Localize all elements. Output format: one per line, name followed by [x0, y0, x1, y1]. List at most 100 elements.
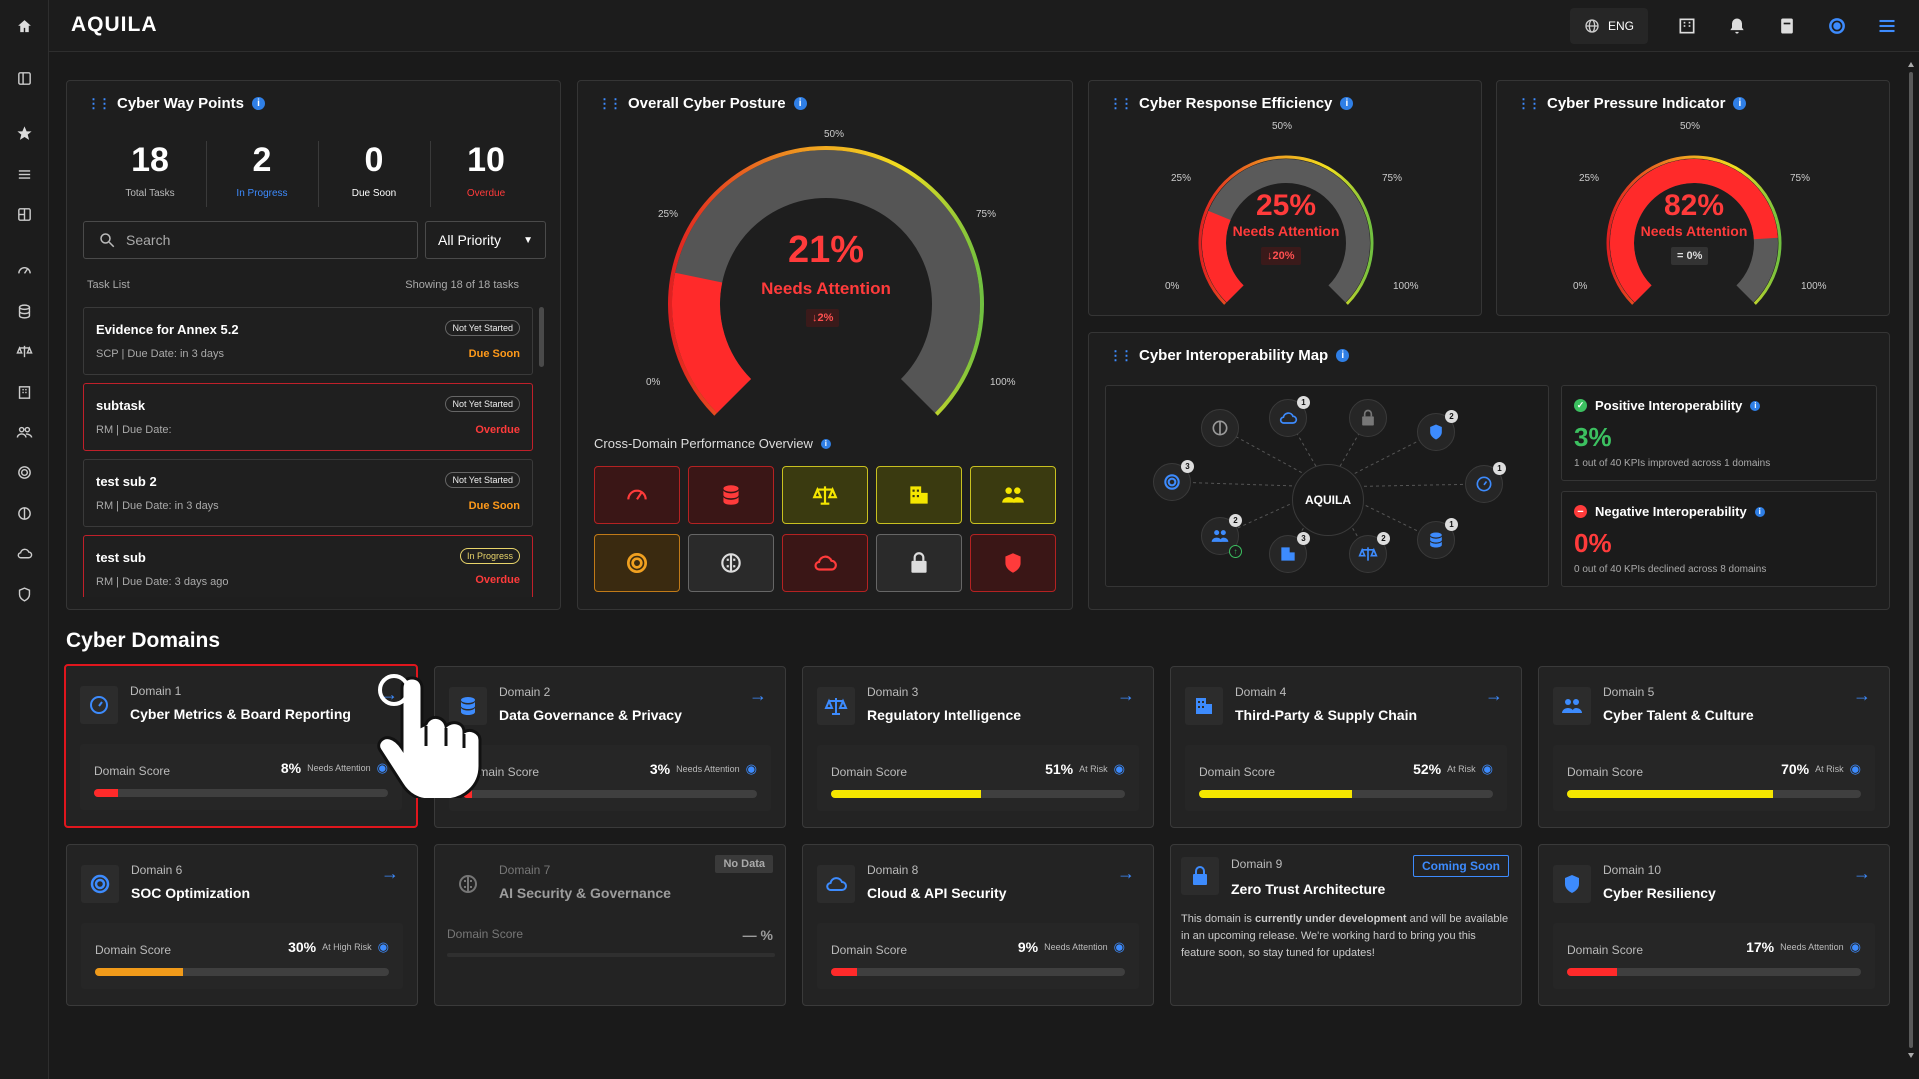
info-icon[interactable]: i [793, 97, 807, 110]
star-icon[interactable] [12, 121, 36, 145]
drag-handle-icon[interactable]: ⋮⋮ [1517, 95, 1541, 111]
logo[interactable]: AQUILA [71, 13, 158, 36]
people-icon[interactable] [12, 420, 36, 444]
gauge-icon[interactable] [12, 258, 36, 282]
map-node-building[interactable]: 3 [1269, 532, 1310, 573]
drag-handle-icon[interactable]: ⋮⋮ [1109, 347, 1133, 363]
status-badge: Not Yet Started [445, 396, 520, 412]
domain-card-6[interactable]: Domain 6 SOC Optimization → Domain Score 30%… [66, 844, 418, 1006]
domain-card-8[interactable]: Domain 8 Cloud & API Security → Domain Scor… [802, 844, 1154, 1006]
menu-list-icon[interactable] [12, 162, 36, 186]
map-node-brain[interactable] [1201, 409, 1239, 447]
page-scrollbar[interactable] [1907, 60, 1915, 1060]
eye-icon[interactable]: ◉ [1113, 939, 1125, 954]
eye-icon[interactable]: ◉ [745, 761, 757, 776]
stat-due-soon[interactable]: 0 Due Soon [351, 141, 397, 199]
map-node-gauge[interactable]: 1 [1465, 462, 1506, 503]
cross-domain-tile-scales[interactable] [782, 466, 868, 524]
eye-icon[interactable]: ◉ [1481, 761, 1493, 776]
target-icon[interactable] [12, 460, 36, 484]
domain-score-fill [1199, 790, 1352, 798]
map-node-people[interactable]: 2 ↑ [1201, 514, 1242, 558]
home-icon[interactable] [12, 14, 36, 38]
info-icon[interactable]: i [1733, 97, 1747, 110]
cross-domain-tile-building[interactable] [876, 466, 962, 524]
cross-domain-tile-cloud[interactable] [782, 534, 868, 592]
priority-dropdown[interactable]: All Priority ▼ [425, 221, 546, 259]
task-item[interactable]: test sub 2 RM | Due Date: in 3 days Not … [83, 459, 533, 527]
domain-card-9[interactable]: Domain 9 Zero Trust Architecture Coming So… [1170, 844, 1522, 1006]
arrow-right-icon[interactable]: → [381, 863, 399, 883]
panel-toggle-icon[interactable] [12, 66, 36, 90]
cyber-domains-title: Cyber Domains [66, 629, 221, 652]
cross-domain-tile-shield[interactable] [970, 534, 1056, 592]
cross-domain-tile-target[interactable] [594, 534, 680, 592]
cross-domain-tile-gauge[interactable] [594, 466, 680, 524]
database-icon[interactable] [12, 299, 36, 323]
drag-handle-icon[interactable]: ⋮⋮ [87, 95, 111, 111]
eye-icon[interactable]: ◉ [377, 939, 389, 954]
shield-icon[interactable] [12, 582, 36, 606]
domain-card-3[interactable]: Domain 3 Regulatory Intelligence → Domain S… [802, 666, 1154, 828]
drag-handle-icon[interactable]: ⋮⋮ [1109, 95, 1133, 111]
cloud-icon[interactable] [12, 541, 36, 565]
brain-icon[interactable] [12, 501, 36, 525]
hamburger-menu-icon[interactable] [1875, 14, 1899, 38]
node-count-badge: 3 [1181, 460, 1194, 473]
arrow-right-icon[interactable]: → [1117, 685, 1135, 705]
eye-icon[interactable]: ◉ [1849, 939, 1861, 954]
domain-card-2[interactable]: Domain 2 Data Governance & Privacy → Domain… [434, 666, 786, 828]
scales-icon[interactable] [12, 339, 36, 363]
task-item[interactable]: Evidence for Annex 5.2 SCP | Due Date: i… [83, 307, 533, 375]
eye-icon[interactable]: ◉ [1113, 761, 1125, 776]
map-node-scales[interactable]: 2 [1349, 532, 1390, 573]
domain-card-1[interactable]: Domain 1 Cyber Metrics & Board Reporting →… [64, 664, 418, 828]
info-icon[interactable]: i [820, 438, 831, 449]
domain-score-value: 30% [288, 939, 317, 955]
cross-domain-tile-people[interactable] [970, 466, 1056, 524]
eye-icon[interactable]: ◉ [376, 760, 388, 775]
hand-cursor-icon [377, 674, 482, 798]
building-icon[interactable] [12, 380, 36, 404]
domain-card-10[interactable]: Domain 10 Cyber Resiliency → Domain Score 17… [1538, 844, 1890, 1006]
organization-icon[interactable] [1675, 14, 1699, 38]
map-node-shield[interactable]: 2 [1417, 410, 1458, 451]
info-icon[interactable]: i [251, 97, 265, 110]
gauge-rim [1606, 155, 1782, 305]
stat-overdue[interactable]: 10 Overdue [466, 141, 506, 199]
cross-domain-tile-database[interactable] [688, 466, 774, 524]
map-node-target[interactable]: 3 [1153, 460, 1194, 501]
task-list-scrollbar[interactable] [539, 307, 544, 367]
bell-icon[interactable] [1725, 14, 1749, 38]
arrow-right-icon[interactable]: → [749, 685, 767, 705]
info-icon[interactable]: i [1340, 97, 1354, 110]
support-icon[interactable] [1825, 14, 1849, 38]
domain-card-7[interactable]: Domain 7 AI Security & Governance Domain S… [434, 844, 786, 1006]
eye-icon[interactable]: ◉ [1849, 761, 1861, 776]
domain-card-5[interactable]: Domain 5 Cyber Talent & Culture → Domain Sc… [1538, 666, 1890, 828]
drag-handle-icon[interactable]: ⋮⋮ [598, 95, 622, 111]
arrow-right-icon[interactable]: → [1853, 685, 1871, 705]
task-item[interactable]: test sub RM | Due Date: 3 days ago In Pr… [83, 535, 533, 597]
stat-total-tasks[interactable]: 18 Total Tasks [125, 141, 175, 199]
search-input[interactable]: Search [83, 221, 418, 259]
map-node-database[interactable]: 1 [1417, 518, 1458, 559]
domain-score-box: Domain Score 8% Needs Attention ◉ [80, 744, 402, 810]
domain-card-4[interactable]: Domain 4 Third-Party & Supply Chain → Domai… [1170, 666, 1522, 828]
map-node-cloud[interactable]: 1 [1269, 396, 1310, 437]
map-node-lock[interactable] [1349, 399, 1387, 437]
task-item[interactable]: subtask RM | Due Date: Not Yet Started O… [83, 383, 533, 451]
info-icon[interactable]: i [1754, 506, 1765, 517]
arrow-right-icon[interactable]: → [1117, 863, 1135, 883]
arrow-right-icon[interactable]: → [1485, 685, 1503, 705]
notes-icon[interactable] [1775, 14, 1799, 38]
info-icon[interactable]: i [1750, 400, 1761, 411]
cross-domain-tile-lock[interactable] [876, 534, 962, 592]
layout-icon[interactable] [12, 202, 36, 226]
stat-in-progress[interactable]: 2 In Progress [236, 141, 288, 199]
response-status: Needs Attention [1232, 223, 1340, 239]
language-selector[interactable]: ENG [1569, 8, 1648, 44]
info-icon[interactable]: i [1336, 349, 1350, 362]
arrow-right-icon[interactable]: → [1853, 863, 1871, 883]
cross-domain-tile-brain[interactable] [688, 534, 774, 592]
